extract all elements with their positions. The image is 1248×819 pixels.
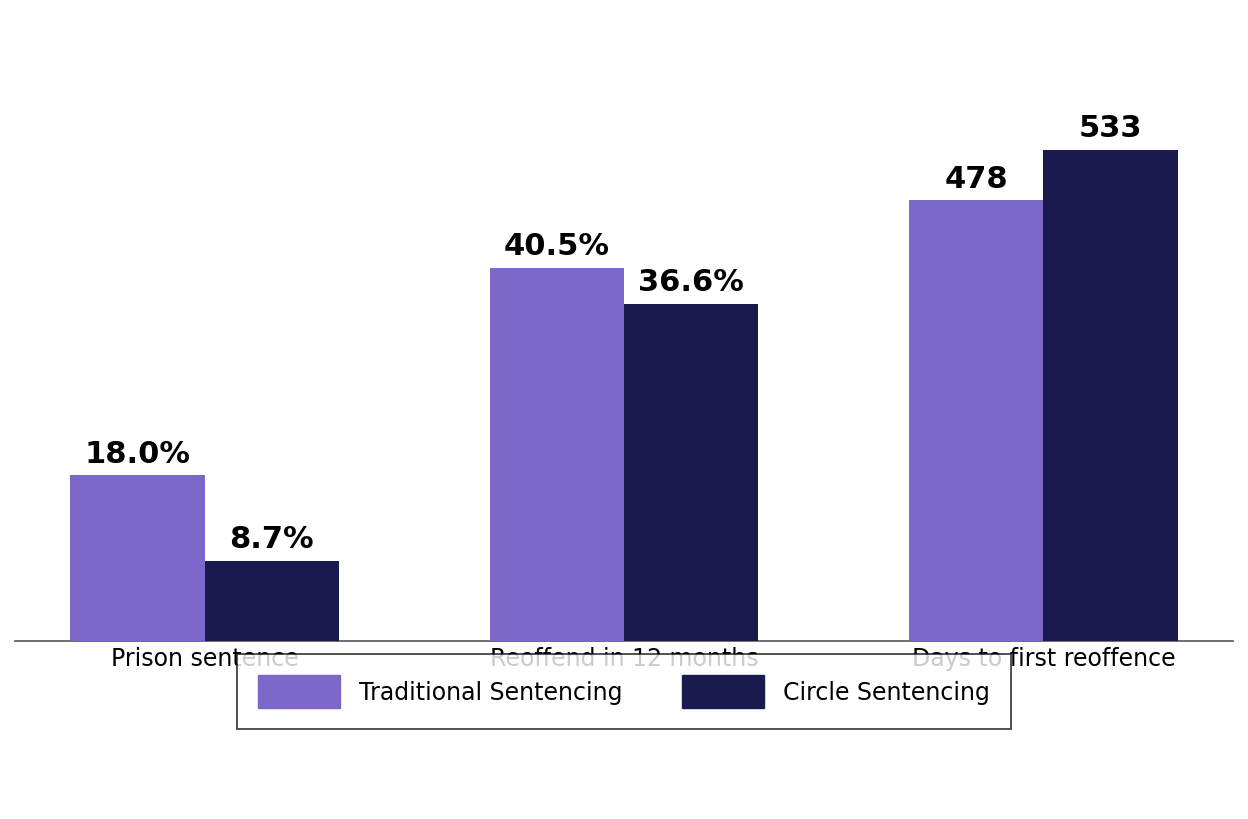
Bar [1043, 151, 1178, 641]
Text: 8.7%: 8.7% [230, 525, 314, 554]
Bar [910, 201, 1043, 641]
Text: 478: 478 [945, 165, 1008, 193]
Text: 533: 533 [1078, 114, 1142, 143]
Bar [489, 269, 624, 641]
Legend: Traditional Sentencing, Circle Sentencing: Traditional Sentencing, Circle Sentencin… [237, 654, 1011, 730]
Text: 36.6%: 36.6% [638, 268, 744, 296]
Bar [624, 304, 759, 641]
Text: 18.0%: 18.0% [85, 439, 191, 468]
Bar [70, 476, 205, 641]
Text: 40.5%: 40.5% [504, 232, 610, 261]
Bar [205, 561, 338, 641]
